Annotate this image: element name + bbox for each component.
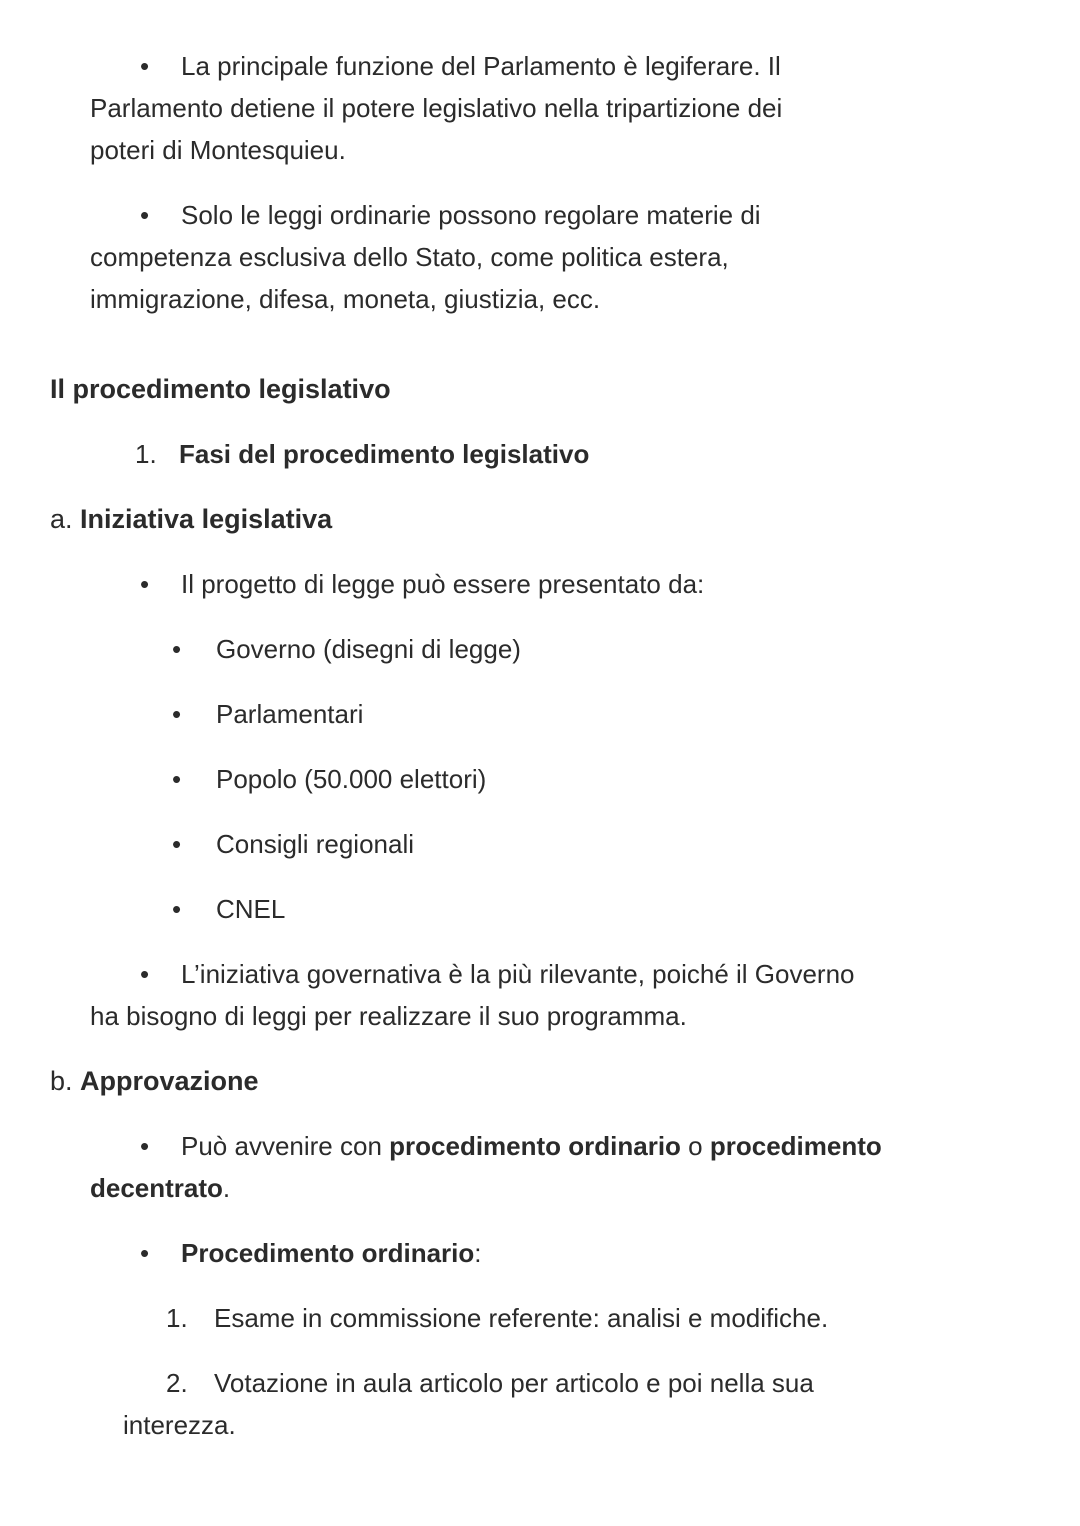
item-text: Solo le leggi ordinarie possono regolare… <box>90 200 761 314</box>
numbered-list-item: 2. Votazione in aula articolo per articol… <box>123 1362 1032 1446</box>
bullet-list-item: • L’iniziativa governativa è la più rilev… <box>90 953 1032 1037</box>
bullet-icon: • <box>172 764 182 794</box>
item-text: Esame in commissione referente: analisi … <box>214 1303 829 1333</box>
bullet-list-item: • Il progetto di legge può essere present… <box>90 563 1032 605</box>
item-text: L’iniziativa governativa è la più rileva… <box>90 959 855 1031</box>
bullet-list-item: • Governo (disegni di legge) <box>90 628 1032 670</box>
item-text: CNEL <box>216 894 286 924</box>
bullet-list-item: • Solo le leggi ordinarie possono regolar… <box>90 194 1032 320</box>
item-text: Il progetto di legge può essere presenta… <box>181 569 705 599</box>
section-heading: Il procedimento legislativo <box>50 368 1032 410</box>
list-number: 1. <box>166 1303 188 1333</box>
bullet-icon: • <box>140 200 150 230</box>
item-text: Votazione in aula articolo per articolo … <box>123 1368 814 1440</box>
item-text: Fasi del procedimento legislativo <box>179 439 590 469</box>
item-text: Parlamentari <box>216 699 364 729</box>
heading-text: a. Iniziativa legislativa <box>50 504 333 534</box>
bullet-list-item: • Consigli regionali <box>90 823 1032 865</box>
bullet-icon: • <box>140 1238 150 1268</box>
list-number: 2. <box>166 1368 188 1398</box>
bullet-list-item: • Procedimento ordinario: <box>90 1232 1032 1274</box>
bullet-icon: • <box>140 51 150 81</box>
bullet-list-item: • Popolo (50.000 elettori) <box>90 758 1032 800</box>
bullet-icon: • <box>140 569 150 599</box>
section-heading: b. Approvazione <box>50 1060 1032 1102</box>
item-text: Popolo (50.000 elettori) <box>216 764 487 794</box>
bullet-icon: • <box>172 634 182 664</box>
item-text: La principale funzione del Parlamento è … <box>90 51 783 165</box>
bullet-list-item: • Parlamentari <box>90 693 1032 735</box>
heading-text: Il procedimento legislativo <box>50 374 391 404</box>
item-text: Governo (disegni di legge) <box>216 634 521 664</box>
bullet-icon: • <box>172 894 182 924</box>
numbered-list-item: 1. Fasi del procedimento legislativo <box>90 433 1032 475</box>
bullet-list-item: • CNEL <box>90 888 1032 930</box>
bullet-icon: • <box>172 699 182 729</box>
numbered-list-item: 1. Esame in commissione referente: analis… <box>123 1297 1032 1339</box>
bullet-icon: • <box>140 959 150 989</box>
bullet-list-item: • La principale funzione del Parlamento è… <box>90 45 1032 171</box>
item-text: Consigli regionali <box>216 829 414 859</box>
bullet-icon: • <box>172 829 182 859</box>
item-text: Può avvenire con procedimento ordinario … <box>90 1131 882 1203</box>
item-text: Procedimento ordinario: <box>181 1238 482 1268</box>
bullet-icon: • <box>140 1131 150 1161</box>
bullet-list-item: • Può avvenire con procedimento ordinario… <box>90 1125 1032 1209</box>
list-number: 1. <box>135 439 157 469</box>
heading-text: b. Approvazione <box>50 1066 259 1096</box>
section-heading: a. Iniziativa legislativa <box>50 498 1032 540</box>
